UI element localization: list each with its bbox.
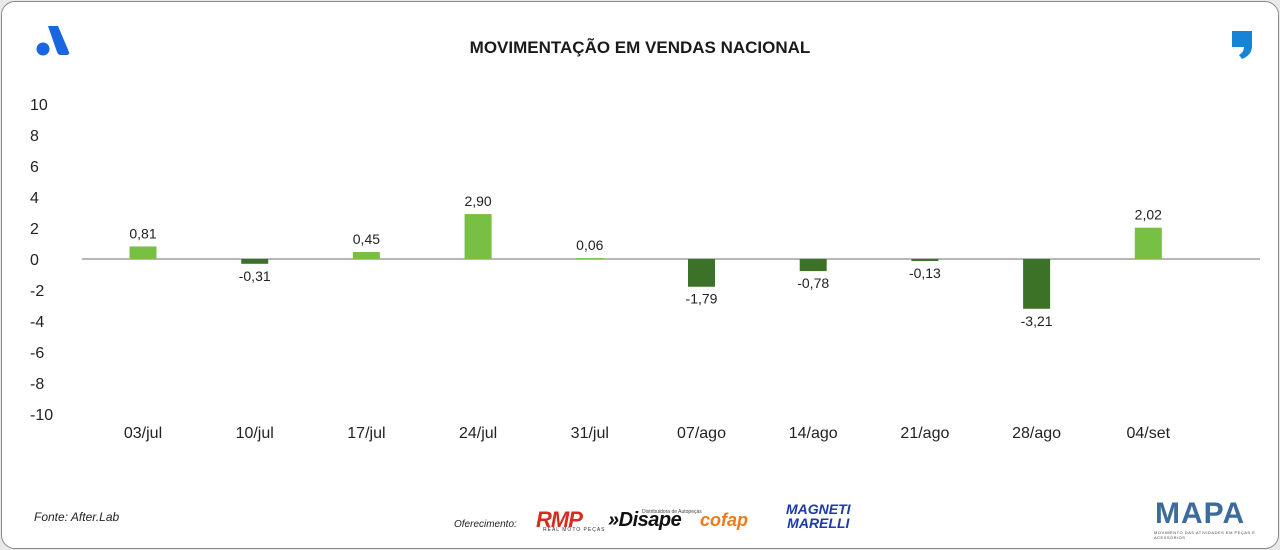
mapa-logo: MAPA (1155, 497, 1246, 530)
y-tick-label: 4 (30, 190, 39, 207)
data-label: 2,90 (464, 193, 491, 209)
y-tick-label: 6 (30, 159, 39, 176)
x-tick-label: 14/ago (789, 425, 838, 442)
chart-title: MOVIMENTAÇÃO EM VENDAS NACIONAL (469, 38, 811, 57)
data-label: 0,81 (129, 225, 156, 241)
y-tick-label: 10 (30, 97, 48, 114)
data-label: 0,45 (353, 231, 380, 247)
rmp-logo: RMP (536, 507, 583, 532)
disape-logo-subtitle: Distribuidora de Autopeças (642, 509, 702, 515)
magneti-logo-line1: MAGNETI (786, 501, 851, 517)
bar (911, 259, 939, 262)
bar (1134, 227, 1162, 259)
comma-logo-icon (1232, 31, 1252, 59)
x-tick-label: 10/jul (236, 425, 274, 442)
x-tick-label: 03/jul (124, 425, 162, 442)
offered-by-label: Oferecimento: (454, 519, 517, 530)
bar (799, 259, 827, 272)
mapa-logo-subtitle: MOVIMENTO DAS ATIVIDADES EM PEÇAS E ACES… (1154, 530, 1256, 540)
x-tick-label: 17/jul (347, 425, 385, 442)
bar (688, 259, 715, 287)
x-tick-label: 31/jul (571, 425, 609, 442)
bar (576, 258, 604, 260)
bar (241, 259, 269, 264)
source-note: Fonte: After.Lab (34, 510, 120, 524)
y-tick-label: 8 (30, 128, 39, 145)
bar (129, 246, 157, 259)
bar-chart: 10 8 6 4 2 0 -2 -4 -6 -8 -10 0,81 03/jul -0,31 10/jul 0… (30, 97, 1260, 442)
y-tick-label: 0 (30, 252, 39, 269)
bar (464, 214, 492, 259)
y-tick-label: -4 (30, 314, 44, 331)
data-label: -1,79 (686, 291, 718, 307)
y-tick-label: -2 (30, 283, 44, 300)
data-label: -0,31 (239, 268, 271, 284)
x-tick-label: 21/ago (900, 425, 949, 442)
x-tick-label: 04/set (1127, 425, 1171, 442)
disape-logo: »Disape (608, 509, 682, 531)
magneti-marelli-logo: MAGNETI MARELLI (786, 502, 851, 530)
y-tick-label: -8 (30, 376, 44, 393)
data-label: 0,06 (576, 237, 603, 253)
afterlab-logo-icon (36, 26, 70, 56)
data-label: -0,13 (909, 265, 941, 281)
bar (352, 252, 380, 259)
x-tick-label: 24/jul (459, 425, 497, 442)
data-label: 2,02 (1135, 207, 1162, 223)
rmp-logo-subtitle: REAL MOTO PEÇAS (543, 527, 606, 533)
x-tick-label: 28/ago (1012, 425, 1061, 442)
bar (1023, 259, 1051, 309)
y-tick-label: -10 (30, 407, 53, 424)
x-tick-label: 07/ago (677, 425, 726, 442)
magneti-logo-line2: MARELLI (787, 515, 850, 531)
cofap-logo: cofap (700, 510, 749, 530)
y-tick-label: 2 (30, 221, 39, 238)
y-tick-label: -6 (30, 345, 44, 362)
data-label: -3,21 (1021, 313, 1053, 329)
data-label: -0,78 (797, 275, 829, 291)
